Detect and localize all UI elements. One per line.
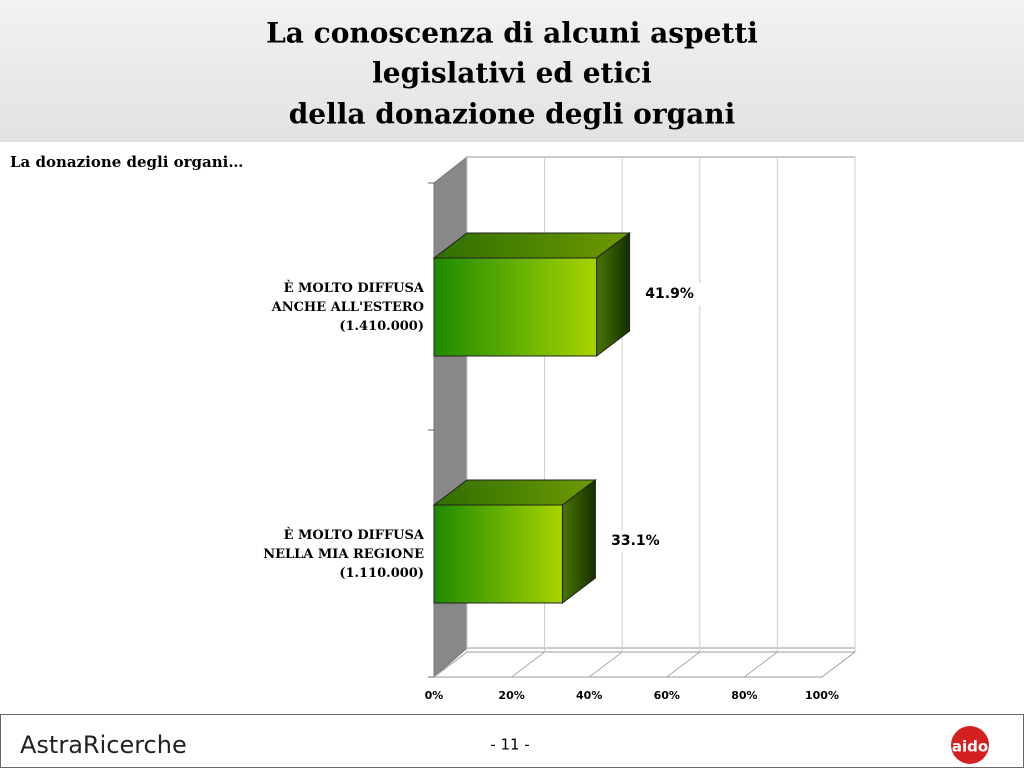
plot: 0% 20% 40% 60% 80% 100% 41.9% È MOLTO DIFFUSA AN… [263,157,856,702]
category-label-line: (1.110.000) [339,566,424,581]
category-label-line: ANCHE ALL'ESTERO [271,300,424,315]
x-tick-label: 100% [805,689,839,702]
chart-title: La donazione degli organi… [10,153,243,171]
x-tick-label: 80% [731,689,757,702]
value-label: 33.1% [611,533,660,549]
logo-circle [951,726,989,764]
x-tick-label: 20% [498,689,524,702]
bar-top [432,232,632,259]
floor-grid-line [588,651,623,678]
x-tick-label: 0% [425,689,444,702]
floor-grid-line [666,651,701,678]
bar [433,504,563,604]
category-label-line: NELLA MIA REGIONE [263,547,424,562]
x-tick-label: 60% [654,689,680,702]
x-tick-label: 40% [576,689,602,702]
slide-title: della donazione degli organi [289,98,736,131]
slide-title: legislativi ed etici [372,57,652,90]
page-number: - 11 - [490,736,529,754]
slide-title: La conoscenza di alcuni aspetti [266,17,758,50]
floor-grid-line [433,651,468,678]
floor-grid-line [821,651,856,678]
category-label: È MOLTO DIFFUSA ANCHE ALL'ESTERO (1.410.00… [271,280,425,334]
floor [432,651,857,678]
category-label-line: È MOLTO DIFFUSA [284,527,425,543]
logo: aido [952,738,988,756]
value-label-bg [637,283,702,305]
floor-grid-line [511,651,545,678]
value-label: 41.9% [645,286,694,302]
category-label-line: È MOLTO DIFFUSA [284,280,425,296]
value-label-bg [603,530,668,552]
category-label-line: (1.410.000) [339,319,424,334]
floor-grid-line [744,651,778,678]
bar [433,257,598,357]
header-band [0,0,1024,142]
category-label: È MOLTO DIFFUSA NELLA MIA REGIONE (1.110.0… [263,527,425,581]
brand: AstraRicerche [20,731,187,759]
